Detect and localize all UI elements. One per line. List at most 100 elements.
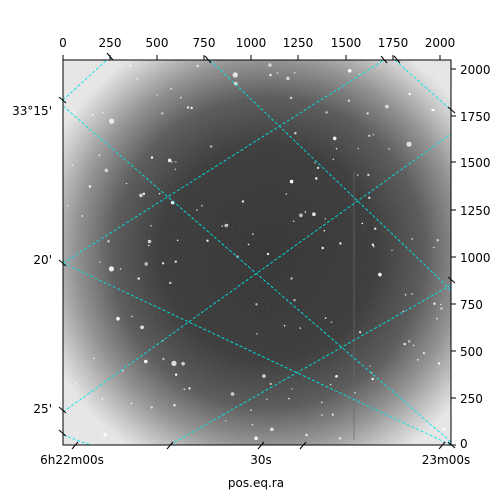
star	[270, 427, 274, 432]
star	[158, 192, 161, 195]
coordinate-grid	[63, 60, 451, 445]
right-tick-label: 1500	[460, 156, 491, 170]
star	[314, 161, 316, 164]
star	[119, 268, 122, 270]
star	[357, 147, 360, 150]
grid-line	[209, 60, 451, 291]
star	[288, 397, 290, 400]
star	[250, 409, 252, 412]
star	[356, 174, 359, 176]
star	[102, 111, 104, 114]
star	[402, 310, 405, 313]
axis-tick	[106, 52, 114, 61]
star	[305, 433, 308, 437]
star	[406, 141, 412, 147]
star	[174, 168, 177, 171]
star	[285, 193, 288, 195]
star	[316, 166, 320, 170]
grid-line	[63, 105, 451, 443]
star	[437, 362, 441, 365]
star	[385, 104, 389, 109]
star	[107, 240, 110, 243]
star	[196, 64, 199, 68]
axis-tick	[58, 259, 67, 267]
star	[136, 78, 139, 80]
star	[226, 224, 229, 226]
right-tick-label: 500	[460, 345, 483, 359]
star	[338, 437, 342, 440]
star	[171, 360, 177, 366]
star	[144, 262, 148, 266]
star	[411, 293, 414, 295]
star	[436, 239, 439, 242]
star	[299, 213, 303, 218]
right-tick-label: 750	[460, 298, 483, 312]
star	[104, 168, 109, 173]
star	[255, 303, 258, 306]
star	[312, 212, 316, 216]
star	[442, 427, 446, 431]
axis-tick	[58, 429, 67, 437]
axis-tick	[438, 441, 446, 450]
star	[293, 299, 296, 302]
star	[252, 233, 254, 235]
star	[188, 387, 191, 390]
star	[254, 436, 258, 441]
axis-tick	[257, 441, 265, 450]
star	[440, 307, 443, 310]
star	[268, 63, 272, 67]
dec-tick-label: 33°15'	[12, 104, 52, 118]
star	[371, 377, 374, 381]
grid-line	[63, 133, 451, 413]
axis-tick	[204, 55, 212, 64]
star	[335, 147, 338, 150]
star	[144, 359, 148, 364]
star	[372, 133, 375, 136]
star	[408, 92, 411, 96]
star	[286, 76, 290, 81]
star	[388, 148, 391, 150]
star	[181, 361, 185, 366]
star	[347, 99, 351, 102]
star	[324, 218, 327, 220]
grid-line	[63, 60, 108, 101]
star	[99, 261, 101, 263]
star	[411, 238, 414, 240]
star	[367, 173, 370, 177]
star	[171, 161, 173, 163]
star	[186, 106, 190, 109]
right-tick-label: 0	[460, 437, 468, 451]
star	[137, 277, 140, 280]
star	[247, 243, 250, 246]
star	[88, 185, 92, 188]
star	[241, 200, 245, 203]
star	[378, 272, 382, 277]
plot-frame	[62, 59, 452, 446]
top-tick-label: 1750	[378, 36, 409, 50]
dec-tick-label: 20'	[33, 253, 52, 267]
star	[269, 73, 272, 77]
star	[130, 402, 133, 405]
star	[98, 154, 101, 156]
star	[101, 398, 104, 400]
star	[339, 242, 342, 245]
star	[209, 145, 213, 148]
star	[329, 383, 332, 386]
star	[206, 239, 209, 242]
right-tick-label: 250	[460, 392, 483, 406]
axis-tick	[393, 55, 401, 64]
star	[196, 209, 198, 211]
star	[75, 381, 77, 384]
star	[354, 392, 356, 394]
star	[262, 374, 266, 378]
star	[358, 331, 362, 334]
star	[294, 132, 297, 135]
star	[109, 118, 115, 124]
star	[283, 324, 286, 327]
star	[150, 225, 152, 227]
axis-tick	[447, 441, 456, 449]
star	[330, 321, 333, 323]
star	[156, 94, 159, 96]
star	[266, 398, 268, 401]
axis-tick	[380, 55, 388, 64]
